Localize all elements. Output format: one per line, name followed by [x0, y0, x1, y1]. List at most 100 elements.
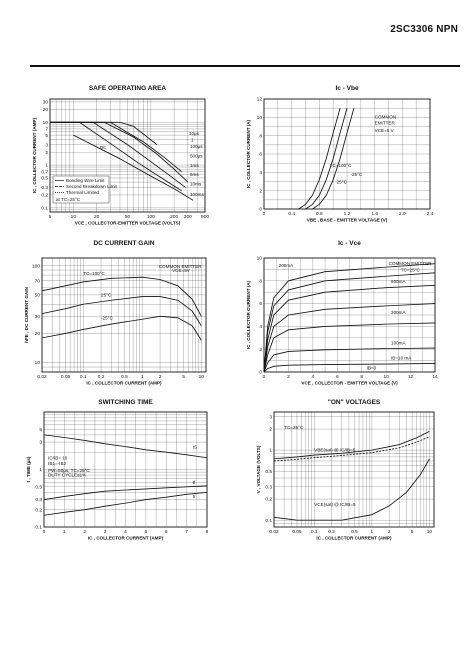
y-tick-label: 7	[45, 127, 48, 133]
x-tick-label: 0.05	[292, 529, 302, 535]
x-tick-label: 1.2	[344, 211, 351, 217]
on-voltages-grid	[274, 412, 434, 527]
annotation-label: IB1=-IB2	[48, 461, 66, 466]
x-tick-label: 20	[94, 214, 100, 220]
y-tick-label: 10	[257, 115, 263, 121]
ic-vbe-chart: Ic - Vbe 0 0.4 0.8 1.2 1.6 2.0 2.4 0 2 4 6 8 10 12 VBE …	[246, 85, 434, 223]
switching-series-2	[43, 491, 208, 516]
y-tick-label: 1	[39, 467, 42, 473]
switching-y-axis-label: t , TIME (µs)	[26, 456, 31, 482]
ic-vce-series-1	[263, 347, 436, 373]
y-tick-label: 1	[45, 163, 48, 169]
annotation-label: 10µs	[189, 131, 200, 136]
x-tick-label: 0	[263, 211, 266, 217]
x-tick-label: 2	[159, 374, 162, 380]
switching-series-0	[43, 434, 208, 459]
x-tick-label: 5	[49, 214, 52, 220]
header-rule	[30, 65, 460, 67]
y-tick-label: 5	[45, 133, 48, 139]
x-tick-label: 7	[185, 529, 188, 535]
x-tick-label: 0.02	[37, 374, 47, 380]
soa-title: SAFE OPERATING AREA	[89, 85, 167, 92]
annotation-label: tr	[193, 494, 196, 499]
x-tick-label: 6	[336, 374, 339, 380]
ic-vce-x-axis-label: VCE , COLLECTOR - EMITTER VOLTAGE (V)	[301, 381, 398, 386]
ic-vbe-series-0	[298, 108, 341, 210]
x-tick-label: 2	[388, 529, 391, 535]
y-tick-label: 5	[39, 427, 42, 433]
x-tick-label: 10	[71, 214, 77, 220]
x-tick-label: 1	[141, 374, 144, 380]
y-tick-label: 2	[259, 347, 262, 353]
annotation-label: PW=50µs, TC=25°C	[48, 468, 90, 473]
annotation-label: TC=25°C	[284, 425, 304, 430]
annotation-label: -25°C	[101, 315, 113, 320]
y-tick-label: 0	[259, 370, 262, 376]
ic-vce-plot-frame	[263, 257, 436, 373]
soa-series-0	[50, 121, 158, 145]
x-tick-label: 3	[104, 529, 107, 535]
x-tick-label: 2	[83, 529, 86, 535]
annotation-label: VCE(sat) @ IC/IB=5	[314, 502, 356, 507]
x-tick-label: 0	[263, 374, 266, 380]
on-voltages-series-0	[273, 431, 430, 460]
x-tick-label: 500	[201, 214, 209, 220]
ic-vbe-series-1	[305, 108, 348, 210]
annotation-label: 5ms	[190, 172, 199, 177]
x-tick-label: 4	[312, 374, 315, 380]
soa-x-axis-label: VCE , COLLECTOR-EMITTER VOLTAGE (VOLTS)	[75, 221, 181, 226]
annotation-label: IC/IB= 10	[48, 455, 68, 460]
y-tick-label: 8	[259, 278, 262, 284]
x-tick-label: 8	[360, 374, 363, 380]
y-tick-label: 0.1	[265, 518, 272, 524]
annotation-label: 100ms	[190, 192, 204, 197]
ic-vce-series-5	[263, 272, 436, 373]
annotation-label: TC=25°C	[401, 268, 421, 273]
soa-series-2	[50, 121, 189, 183]
x-tick-label: 8	[206, 529, 209, 535]
ic-vce-grid	[264, 258, 435, 372]
annotation-label: 100mA	[391, 341, 406, 346]
y-tick-label: 20	[35, 331, 41, 337]
x-tick-label: 0.05	[61, 374, 71, 380]
annotation-label: tf	[193, 480, 196, 485]
y-tick-label: 30	[43, 99, 49, 105]
legend-entry: Second Breakdown Limit	[66, 184, 118, 189]
annotation-label: 300mA	[391, 310, 406, 315]
y-tick-label: 0	[259, 207, 262, 213]
x-tick-label: 0	[43, 529, 46, 535]
annotation-label: EMITTER	[375, 121, 396, 126]
soa-plot-frame	[49, 98, 206, 213]
annotation-label: COMMON EMITTER	[389, 261, 433, 266]
y-tick-label: 0.3	[41, 185, 48, 191]
ic-vce-series-4	[263, 284, 436, 373]
x-tick-label: 4	[124, 529, 127, 535]
annotation-label: 600mA	[391, 279, 406, 284]
annotation-label: COMMON	[375, 114, 396, 119]
y-tick-label: 0.2	[35, 507, 42, 513]
annotation-label: COMMON EMITTER	[159, 264, 203, 269]
part-number-title: 2SC3306 NPN	[390, 24, 458, 35]
y-tick-label: 6	[259, 152, 262, 158]
on-voltages-series-2	[273, 458, 430, 521]
switching-chart: SWITCHING TIME 0 1 2 3 4 5 6 7 8 5 3 1 0.5 0.3 0.2 0.1 IC…	[26, 399, 209, 541]
y-tick-label: 2	[269, 427, 272, 433]
ic-vbe-plot-frame	[263, 98, 431, 210]
x-tick-label: 10	[427, 529, 433, 535]
annotation-label: DUTY CYCLE≤1%	[48, 473, 86, 478]
y-tick-label: 6	[259, 301, 262, 307]
dc-gain-plot-frame	[41, 257, 207, 373]
x-tick-label: 0.4	[288, 211, 295, 217]
annotation-label: IB=0	[367, 366, 377, 371]
ic-vce-series-6	[263, 263, 436, 373]
y-tick-label: 3	[269, 414, 272, 420]
ic-vbe-y-axis-label: IC , COLLECTOR CURRENT (A)	[246, 119, 251, 188]
annotation-label: 1	[191, 137, 194, 142]
y-tick-label: 100	[32, 263, 40, 269]
x-tick-label: 0.02	[269, 529, 279, 535]
x-tick-label: 0.8	[316, 211, 323, 217]
y-tick-label: 0.3	[35, 497, 42, 503]
x-tick-label: 0.1	[311, 529, 318, 535]
y-tick-label: 0.1	[35, 525, 42, 531]
